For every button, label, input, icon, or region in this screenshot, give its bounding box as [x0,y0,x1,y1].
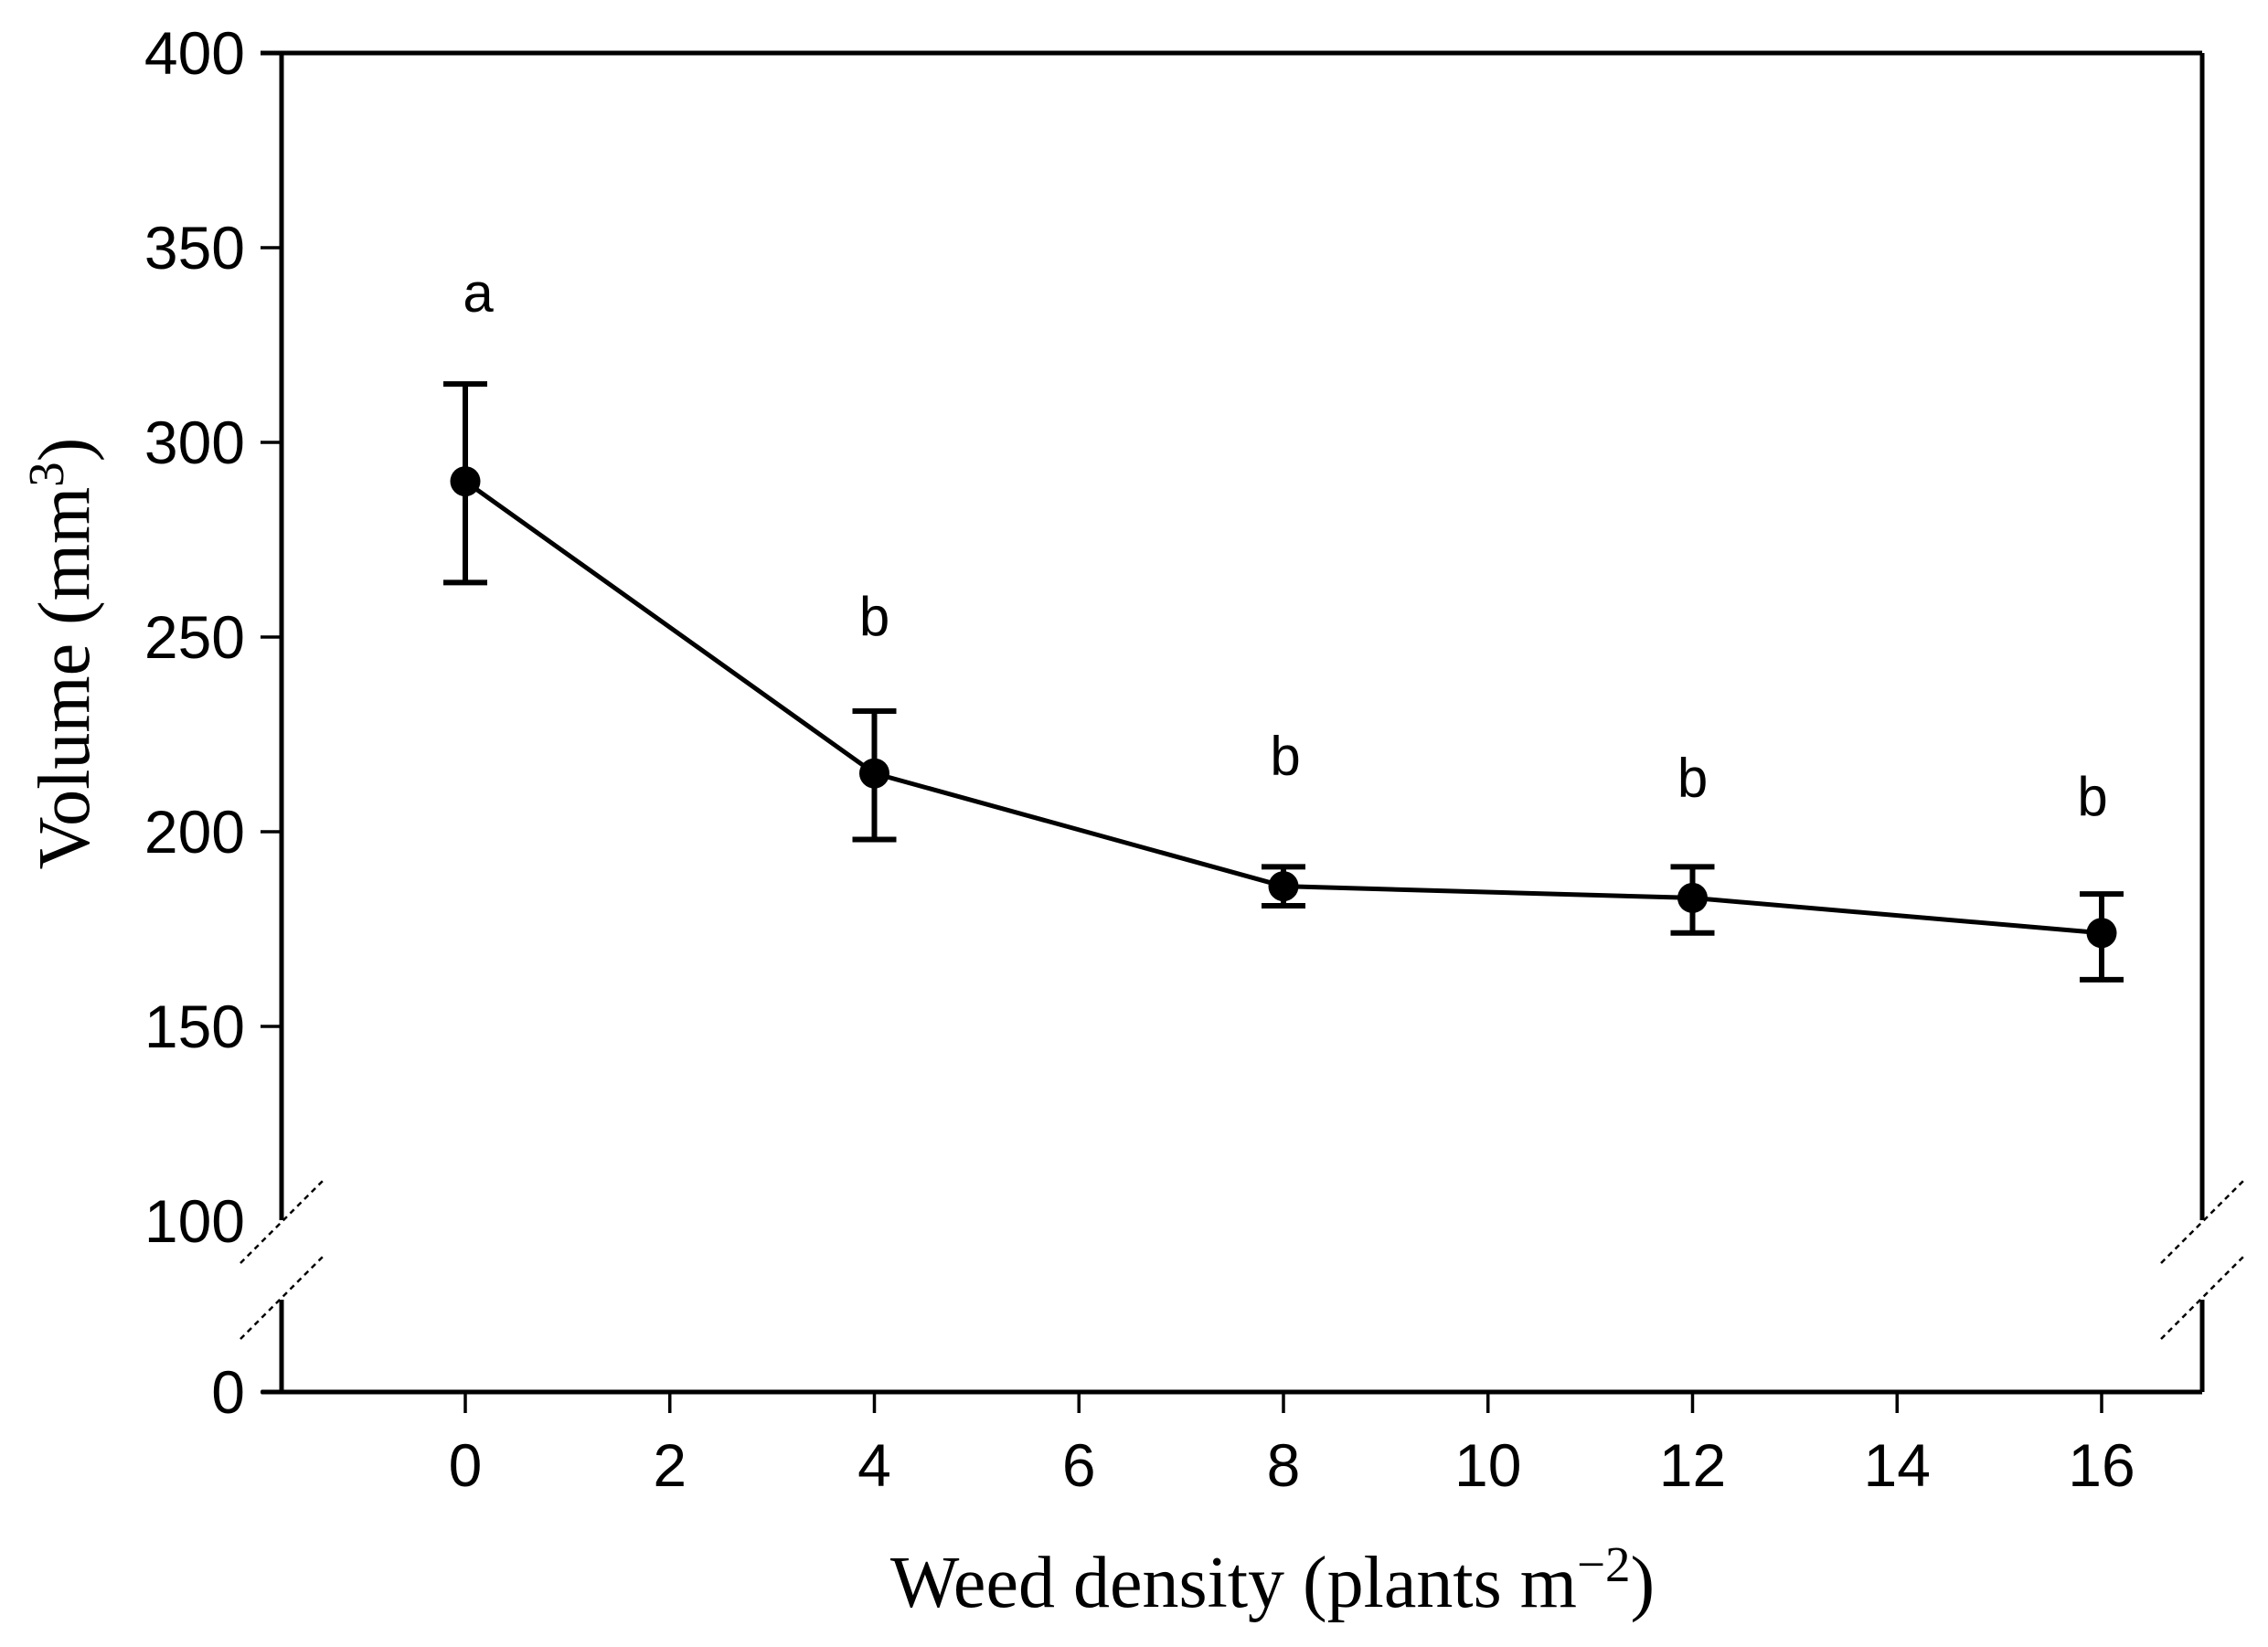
sig-letter-8: b [1270,725,1300,786]
x-tick-label-0: 0 [449,1431,483,1499]
y-tick-label-400: 400 [144,19,245,87]
sig-letter-4: b [859,586,889,647]
x-tick-label-12: 12 [1659,1431,1726,1499]
y-axis-title: Volume (mm3) [18,438,105,870]
x-tick-label-10: 10 [1454,1431,1521,1499]
y-tick-label-300: 300 [144,409,245,476]
data-point-8 [1268,871,1299,902]
y-tick-label-250: 250 [144,603,245,671]
x-tick-label-4: 4 [857,1431,891,1499]
x-tick-label-2: 2 [653,1431,687,1499]
data-point-12 [1677,882,1708,913]
y-tick-label-0: 0 [211,1358,245,1426]
y-tick-label-100: 100 [144,1187,245,1255]
x-tick-label-8: 8 [1267,1431,1301,1499]
data-point-0 [450,466,481,497]
y-tick-label-350: 350 [144,214,245,282]
x-tick-label-16: 16 [2068,1431,2135,1499]
x-tick-label-6: 6 [1062,1431,1096,1499]
x-tick-label-14: 14 [1864,1431,1931,1499]
data-point-4 [859,758,889,789]
y-tick-label-150: 150 [144,993,245,1060]
y-tick-label-200: 200 [144,798,245,866]
x-axis-title: Weed density (plants m−2) [890,1536,1655,1623]
sig-letter-16: b [2077,766,2107,827]
sig-letter-12: b [1677,747,1708,808]
sig-letter-0: a [463,262,494,324]
data-point-16 [2086,918,2117,949]
